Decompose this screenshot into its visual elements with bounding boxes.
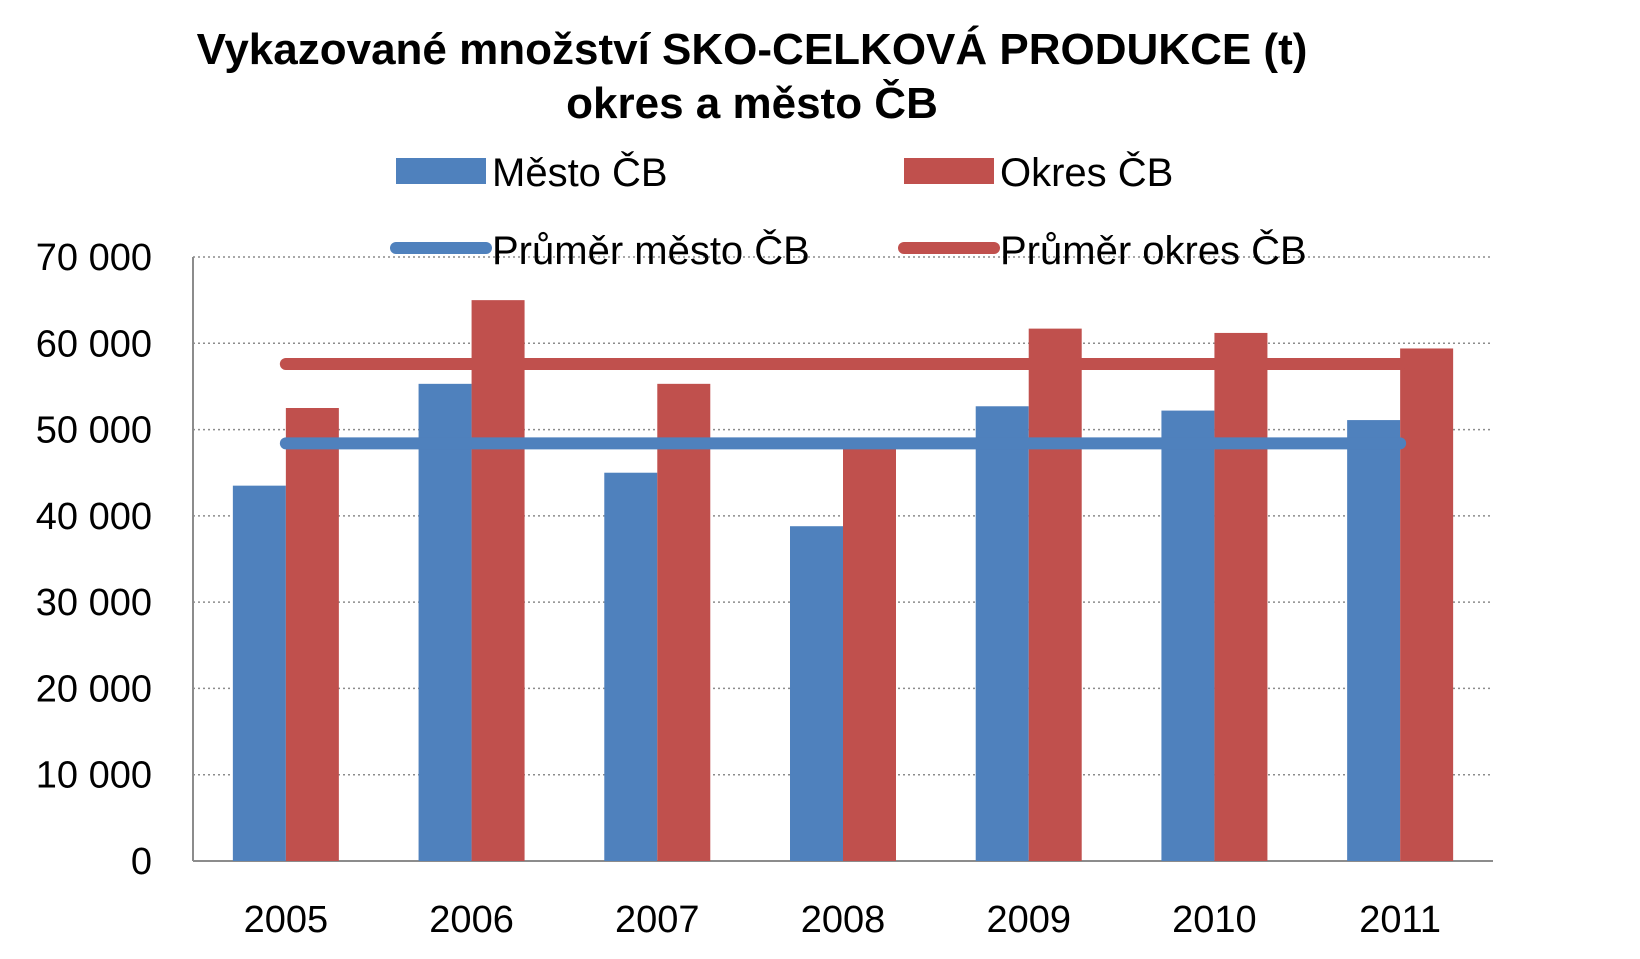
x-tick-label-2008: 2008 — [801, 899, 886, 941]
y-tick-label-0: 0 — [131, 841, 152, 883]
legend-swatch-mesto — [396, 158, 486, 184]
x-tick-label-2009: 2009 — [986, 899, 1071, 941]
bar-okres-2011 — [1400, 348, 1454, 861]
chart-title: Vykazované množství SKO-CELKOVÁ PRODUKCE… — [197, 24, 1308, 74]
x-tick-label-2005: 2005 — [244, 899, 329, 941]
legend-label-okres: Okres ČB — [1000, 150, 1173, 195]
y-tick-labels: 0 10 000 20 000 30 000 40 000 50 000 60 000 70 … — [36, 237, 152, 883]
y-tick-label-7: 70 000 — [36, 237, 152, 279]
legend-swatch-okres — [904, 158, 994, 184]
bar-mesto-2010 — [1161, 410, 1215, 861]
x-tick-labels: 2005 2006 2007 2008 2009 2010 2011 — [244, 899, 1441, 941]
y-tick-label-5: 50 000 — [36, 410, 152, 452]
y-tick-label-1: 10 000 — [36, 755, 152, 797]
bar-okres-2009 — [1028, 328, 1082, 861]
chart-subtitle: okres a město ČB — [566, 77, 938, 128]
legend-label-prumer-okres: Průměr okres ČB — [1000, 228, 1307, 273]
bar-mesto-2011 — [1347, 420, 1401, 861]
legend: Město ČB Okres ČB Průměr město ČB Průměr… — [390, 150, 1307, 273]
legend-label-mesto: Město ČB — [492, 150, 668, 195]
y-tick-label-4: 40 000 — [36, 496, 152, 538]
x-tick-label-2011: 2011 — [1359, 899, 1441, 941]
bar-okres-2006 — [471, 300, 525, 862]
x-tick-label-2007: 2007 — [615, 899, 700, 941]
x-tick-label-2006: 2006 — [429, 899, 514, 941]
average-lines — [279, 357, 1407, 450]
bars — [232, 300, 1454, 862]
bar-mesto-2007 — [604, 472, 658, 861]
bar-okres-2005 — [285, 408, 339, 861]
bar-okres-2007 — [657, 383, 711, 861]
bar-mesto-2005 — [232, 485, 286, 861]
y-tick-label-6: 60 000 — [36, 323, 152, 365]
y-tick-label-3: 30 000 — [36, 582, 152, 624]
bar-mesto-2006 — [418, 383, 472, 861]
bar-okres-2010 — [1214, 332, 1268, 862]
legend-label-prumer-mesto: Průměr město ČB — [492, 228, 810, 273]
y-tick-label-2: 20 000 — [36, 668, 152, 710]
bar-mesto-2008 — [790, 526, 843, 861]
x-tick-label-2010: 2010 — [1172, 899, 1257, 941]
bar-mesto-2009 — [975, 406, 1029, 861]
bar-okres-2008 — [843, 446, 896, 861]
